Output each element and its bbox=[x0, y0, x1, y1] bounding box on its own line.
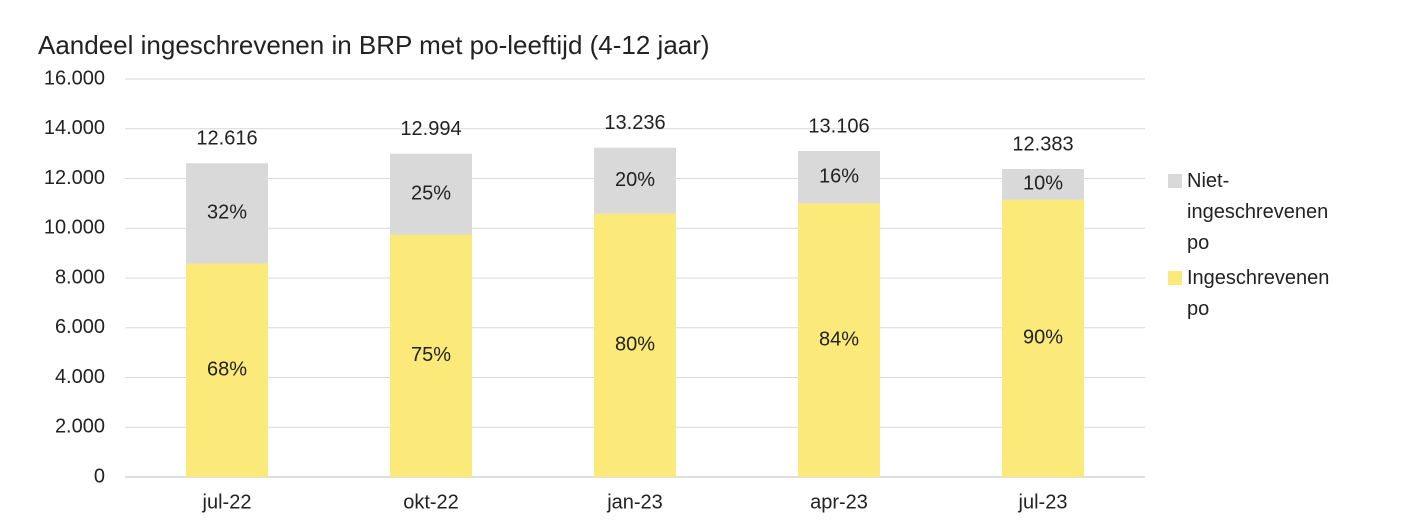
percent-label: 25% bbox=[411, 182, 451, 204]
y-tick-label: 4.000 bbox=[55, 366, 105, 388]
bar-segment bbox=[798, 150, 880, 204]
bar-segment bbox=[186, 163, 268, 264]
percent-label: 16% bbox=[819, 165, 859, 187]
legend-label: Niet-ingeschrevenen po bbox=[1187, 170, 1329, 254]
bar-segment bbox=[594, 147, 676, 214]
y-tick-label: 8.000 bbox=[55, 266, 105, 288]
y-tick-label: 16.000 bbox=[44, 67, 105, 89]
x-tick-label: apr-23 bbox=[810, 491, 868, 513]
y-tick-label: 10.000 bbox=[44, 217, 105, 239]
percent-label: 68% bbox=[207, 359, 247, 381]
x-tick-label: jan-23 bbox=[606, 491, 663, 513]
bar-segment bbox=[390, 234, 472, 477]
bar-segment bbox=[594, 213, 676, 477]
percent-label: 84% bbox=[819, 328, 859, 350]
percent-label: 10% bbox=[1023, 173, 1063, 195]
y-tick-label: 12.000 bbox=[44, 167, 105, 189]
total-label: 12.616 bbox=[196, 127, 257, 149]
chart-title: Aandeel ingeschrevenen in BRP met po-lee… bbox=[38, 30, 710, 60]
legend-item: Niet-ingeschrevenen po bbox=[1168, 166, 1338, 259]
y-tick-label: 6.000 bbox=[55, 316, 105, 338]
percent-label: 80% bbox=[615, 334, 655, 356]
legend-swatch bbox=[1168, 174, 1182, 188]
y-tick-label: 0 bbox=[94, 465, 105, 487]
percent-label: 20% bbox=[615, 169, 655, 191]
bar-segment bbox=[1002, 199, 1084, 477]
legend-label: Ingeschrevenen po bbox=[1187, 267, 1330, 320]
x-tick-label: okt-22 bbox=[403, 491, 459, 513]
bar-segment bbox=[1002, 168, 1084, 200]
y-tick-label: 2.000 bbox=[55, 416, 105, 438]
bar-segment bbox=[798, 203, 880, 477]
legend-swatch bbox=[1168, 271, 1182, 285]
total-label: 13.106 bbox=[808, 115, 869, 137]
y-tick-label: 14.000 bbox=[44, 117, 105, 139]
percent-label: 90% bbox=[1023, 327, 1063, 349]
total-label: 12.994 bbox=[400, 118, 461, 140]
percent-label: 32% bbox=[207, 202, 247, 224]
bar-segment bbox=[186, 263, 268, 477]
total-label: 12.383 bbox=[1012, 133, 1073, 155]
legend: Niet-ingeschrevenen po Ingeschrevenen po bbox=[1168, 166, 1338, 325]
percent-label: 75% bbox=[411, 344, 451, 366]
legend-item: Ingeschrevenen po bbox=[1168, 263, 1338, 325]
x-tick-label: jul-23 bbox=[1018, 491, 1068, 513]
bar-segment bbox=[390, 153, 472, 235]
x-tick-label: jul-22 bbox=[202, 491, 252, 513]
total-label: 13.236 bbox=[604, 112, 665, 134]
